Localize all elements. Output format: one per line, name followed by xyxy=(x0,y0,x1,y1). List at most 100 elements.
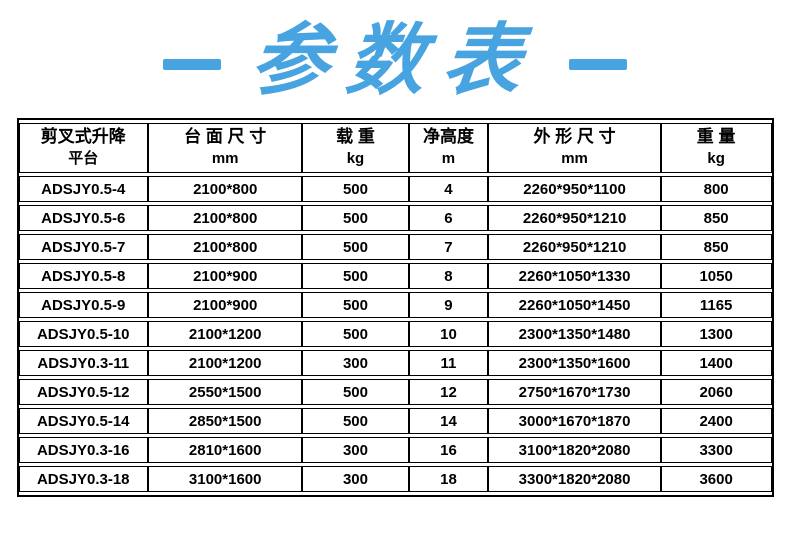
cell-load: 300 xyxy=(302,466,409,492)
cell-platform-size: 2550*1500 xyxy=(148,379,303,405)
cell-model: ADSJY0.5-7 xyxy=(18,234,149,260)
table-row: ADSJY0.5-6 2100*800 500 6 2260*950*1210 850 xyxy=(18,205,772,231)
table-row: ADSJY0.5-4 2100*800 500 4 2260*950*1100 800 xyxy=(18,176,772,202)
page-title-text: 参数表 xyxy=(246,15,544,106)
cell-overall-size: 2260*1050*1330 xyxy=(488,263,661,289)
header-net-height: 净高度 m xyxy=(408,123,489,173)
cell-net-height: 18 xyxy=(408,466,489,492)
header-model: 剪叉式升降 平台 xyxy=(18,123,149,173)
cell-overall-size: 2260*950*1100 xyxy=(488,176,661,202)
cell-weight: 1165 xyxy=(660,292,772,318)
cell-overall-size: 2260*1050*1450 xyxy=(488,292,661,318)
cell-net-height: 6 xyxy=(408,205,489,231)
cell-platform-size: 2850*1500 xyxy=(148,408,303,434)
cell-weight: 850 xyxy=(660,205,772,231)
cell-load: 500 xyxy=(302,321,409,347)
cell-overall-size: 2260*950*1210 xyxy=(488,234,661,260)
header-load-title: 载 重 xyxy=(336,127,375,147)
cell-model: ADSJY0.3-11 xyxy=(18,350,149,376)
header-platform-size-title: 台 面 尺 寸 xyxy=(184,127,267,147)
cell-load: 500 xyxy=(302,234,409,260)
cell-model: ADSJY0.5-14 xyxy=(18,408,149,434)
header-model-title: 剪叉式升降 xyxy=(40,127,126,147)
cell-weight: 1400 xyxy=(660,350,772,376)
title-dash-right-icon xyxy=(569,58,627,70)
cell-platform-size: 2100*800 xyxy=(148,205,303,231)
cell-platform-size: 2100*800 xyxy=(148,176,303,202)
cell-overall-size: 3300*1820*2080 xyxy=(488,466,661,492)
cell-load: 500 xyxy=(302,379,409,405)
table-header: 剪叉式升降 平台 台 面 尺 寸 mm 载 重 kg 净高度 m 外 形 尺 寸… xyxy=(18,123,772,173)
cell-platform-size: 2100*1200 xyxy=(148,350,303,376)
cell-load: 300 xyxy=(302,350,409,376)
cell-weight: 850 xyxy=(660,234,772,260)
header-net-height-title: 净高度 xyxy=(422,127,474,147)
cell-platform-size: 2100*1200 xyxy=(148,321,303,347)
cell-overall-size: 2300*1350*1600 xyxy=(488,350,661,376)
page-title: 参数表 xyxy=(0,0,790,118)
cell-model: ADSJY0.3-16 xyxy=(18,437,149,463)
cell-load: 500 xyxy=(302,292,409,318)
cell-platform-size: 2100*800 xyxy=(148,234,303,260)
header-platform-size: 台 面 尺 寸 mm xyxy=(148,123,303,173)
cell-model: ADSJY0.5-10 xyxy=(18,321,149,347)
header-weight: 重 量 kg xyxy=(660,123,772,173)
table-row: ADSJY0.5-9 2100*900 500 9 2260*1050*1450 1165 xyxy=(18,292,772,318)
cell-model: ADSJY0.5-8 xyxy=(18,263,149,289)
header-weight-unit: kg xyxy=(707,150,725,168)
table-row: ADSJY0.5-8 2100*900 500 8 2260*1050*1330 1050 xyxy=(18,263,772,289)
header-platform-size-unit: mm xyxy=(211,150,239,168)
cell-model: ADSJY0.5-6 xyxy=(18,205,149,231)
title-dash-left-icon xyxy=(162,58,221,70)
parameter-table: 剪叉式升降 平台 台 面 尺 寸 mm 载 重 kg 净高度 m 外 形 尺 寸… xyxy=(16,118,774,497)
cell-weight: 3600 xyxy=(660,466,772,492)
cell-net-height: 9 xyxy=(408,292,489,318)
table-row: ADSJY0.3-18 3100*1600 300 18 3300*1820*2080 3… xyxy=(18,466,772,492)
cell-net-height: 16 xyxy=(408,437,489,463)
cell-net-height: 4 xyxy=(408,176,489,202)
cell-weight: 1050 xyxy=(660,263,772,289)
cell-net-height: 10 xyxy=(408,321,489,347)
header-load: 载 重 kg xyxy=(302,123,409,173)
header-weight-title: 重 量 xyxy=(696,127,736,147)
cell-load: 500 xyxy=(302,408,409,434)
cell-net-height: 7 xyxy=(408,234,489,260)
cell-model: ADSJY0.5-9 xyxy=(18,292,149,318)
table-row: ADSJY0.5-12 2550*1500 500 12 2750*1670*1730 2… xyxy=(18,379,772,405)
cell-net-height: 14 xyxy=(408,408,489,434)
table-row: ADSJY0.3-11 2100*1200 300 11 2300*1350*1600 1… xyxy=(18,350,772,376)
cell-weight: 3300 xyxy=(660,437,772,463)
cell-model: ADSJY0.3-18 xyxy=(18,466,149,492)
header-overall-size: 外 形 尺 寸 mm xyxy=(488,123,661,173)
cell-platform-size: 2100*900 xyxy=(148,263,303,289)
cell-net-height: 11 xyxy=(408,350,489,376)
header-model-line2: 平台 xyxy=(68,150,99,168)
table-row: ADSJY0.5-10 2100*1200 500 10 2300*1350*1480 1… xyxy=(18,321,772,347)
cell-platform-size: 2810*1600 xyxy=(148,437,303,463)
cell-model: ADSJY0.5-12 xyxy=(18,379,149,405)
table-row: ADSJY0.5-14 2850*1500 500 14 3000*1670*1870 2… xyxy=(18,408,772,434)
cell-overall-size: 3000*1670*1870 xyxy=(488,408,661,434)
table-row: ADSJY0.5-7 2100*800 500 7 2260*950*1210 850 xyxy=(18,234,772,260)
table-row: ADSJY0.3-16 2810*1600 300 16 3100*1820*2080 3… xyxy=(18,437,772,463)
header-overall-size-unit: mm xyxy=(561,150,588,168)
cell-platform-size: 2100*900 xyxy=(148,292,303,318)
cell-overall-size: 2750*1670*1730 xyxy=(488,379,661,405)
table-body: ADSJY0.5-4 2100*800 500 4 2260*950*1100 800 AD… xyxy=(18,176,772,492)
header-row: 剪叉式升降 平台 台 面 尺 寸 mm 载 重 kg 净高度 m 外 形 尺 寸… xyxy=(18,123,772,173)
cell-net-height: 12 xyxy=(408,379,489,405)
header-overall-size-title: 外 形 尺 寸 xyxy=(533,127,616,147)
cell-overall-size: 2300*1350*1480 xyxy=(488,321,661,347)
cell-weight: 2400 xyxy=(660,408,772,434)
cell-weight: 1300 xyxy=(660,321,772,347)
header-net-height-unit: m xyxy=(441,150,456,168)
cell-load: 300 xyxy=(302,437,409,463)
cell-net-height: 8 xyxy=(408,263,489,289)
cell-overall-size: 3100*1820*2080 xyxy=(488,437,661,463)
cell-weight: 800 xyxy=(660,176,772,202)
cell-load: 500 xyxy=(302,263,409,289)
cell-overall-size: 2260*950*1210 xyxy=(488,205,661,231)
cell-model: ADSJY0.5-4 xyxy=(18,176,149,202)
cell-load: 500 xyxy=(302,176,409,202)
cell-platform-size: 3100*1600 xyxy=(148,466,303,492)
